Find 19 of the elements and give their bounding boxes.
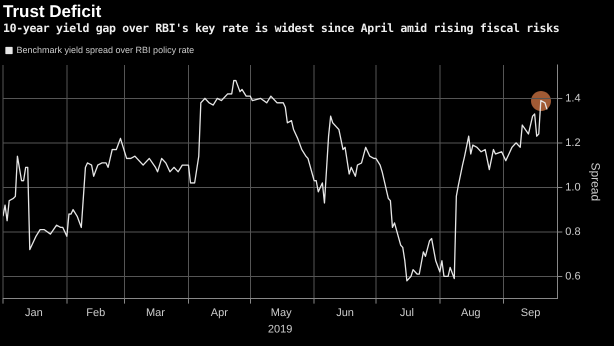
chart-subtitle: 10-year yield gap over RBI's key rate is widest since April amid rising fiscal risks bbox=[3, 21, 560, 35]
y2-tick-label: 1.0 bbox=[565, 181, 581, 194]
x-axis-title: 2019 bbox=[268, 323, 292, 336]
x-tick-label: Aug bbox=[460, 307, 481, 320]
y2-tick-label: 1.2 bbox=[565, 136, 581, 149]
y2-tick-label: 0.6 bbox=[565, 270, 581, 282]
y2-tick-label: 1.4 bbox=[565, 92, 581, 104]
chart-title: Trust Deficit bbox=[3, 2, 102, 22]
y2-tick-label: 0.8 bbox=[565, 226, 581, 238]
x-tick-label: Feb bbox=[86, 307, 106, 320]
x-tick-label: Jun bbox=[336, 307, 354, 320]
x-tick-label: Apr bbox=[210, 307, 228, 320]
x-tick-label: Mar bbox=[146, 307, 166, 320]
x-tick-label: Sep bbox=[520, 307, 540, 320]
y2-axis-title: Spread bbox=[588, 162, 602, 202]
x-tick-label: May bbox=[270, 307, 292, 320]
x-tick-label: Jan bbox=[25, 307, 43, 320]
legend-label: Benchmark yield spread over RBI policy rate bbox=[16, 44, 194, 55]
x-tick-label: Jul bbox=[400, 307, 414, 320]
